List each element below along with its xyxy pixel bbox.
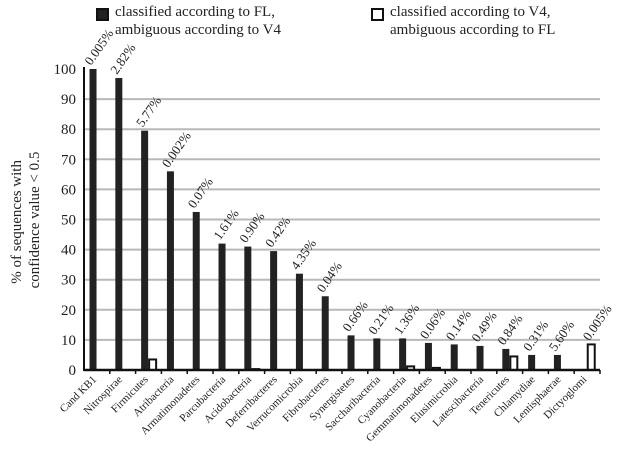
legend-swatch <box>371 8 384 21</box>
y-tick-label: 100 <box>54 62 77 78</box>
data-label: 5.60% <box>546 317 578 353</box>
bar-v4 <box>586 343 596 372</box>
bar-fl <box>373 338 381 370</box>
bar-fl <box>502 348 510 370</box>
bar-fl <box>553 354 561 370</box>
bar-fl <box>89 69 97 370</box>
gridlines <box>84 98 600 341</box>
y-tick-label: 70 <box>61 152 76 168</box>
legend-label: classified according to V4, <box>390 4 551 20</box>
data-label: 2.82% <box>107 41 139 77</box>
bar-fl <box>450 344 458 370</box>
bar-v4 <box>509 355 519 371</box>
bar-fl <box>399 338 407 370</box>
data-label: 0.002% <box>159 128 194 170</box>
legend-label: ambiguous according to V4 <box>115 22 281 38</box>
bar-v4 <box>148 358 158 371</box>
legend-swatch <box>96 8 109 21</box>
bar-fl <box>192 211 200 370</box>
bar-fl <box>424 342 432 370</box>
data-label: 0.07% <box>184 174 216 210</box>
bar-fl <box>141 130 149 370</box>
bar-fl <box>295 273 303 370</box>
y-tick-label: 20 <box>61 303 76 319</box>
bar-fl <box>166 171 174 370</box>
y-tick-label: 60 <box>61 182 76 198</box>
y-tick-label: 0 <box>69 363 77 379</box>
legend-label: classified according to FL, <box>115 4 275 20</box>
bar-fl <box>115 78 123 370</box>
y-tick-label: 80 <box>61 122 76 138</box>
data-label: 0.04% <box>313 259 345 295</box>
data-label: 4.35% <box>288 236 320 272</box>
bar-fl <box>476 345 484 370</box>
data-label: 0.31% <box>520 317 552 353</box>
data-label: 0.005% <box>579 302 614 344</box>
y-tick-label: 30 <box>61 273 76 289</box>
bar-fl <box>528 354 536 370</box>
bar-fl <box>270 251 278 370</box>
y-axis-title: % of sequences with confidence value < 0… <box>9 152 43 289</box>
bar-fl <box>218 243 226 370</box>
y-tick-label: 40 <box>61 243 76 259</box>
bar-fl <box>244 246 252 370</box>
legend-label: ambiguous according to FL <box>390 22 555 38</box>
y-tick-label: 10 <box>61 333 76 349</box>
bar-fl <box>321 296 329 370</box>
legend: classified according to FL, ambiguous acc… <box>96 4 555 38</box>
y-tick-label: 50 <box>61 213 76 229</box>
bar-fl <box>347 335 355 370</box>
y-tick-label: 90 <box>61 92 76 108</box>
